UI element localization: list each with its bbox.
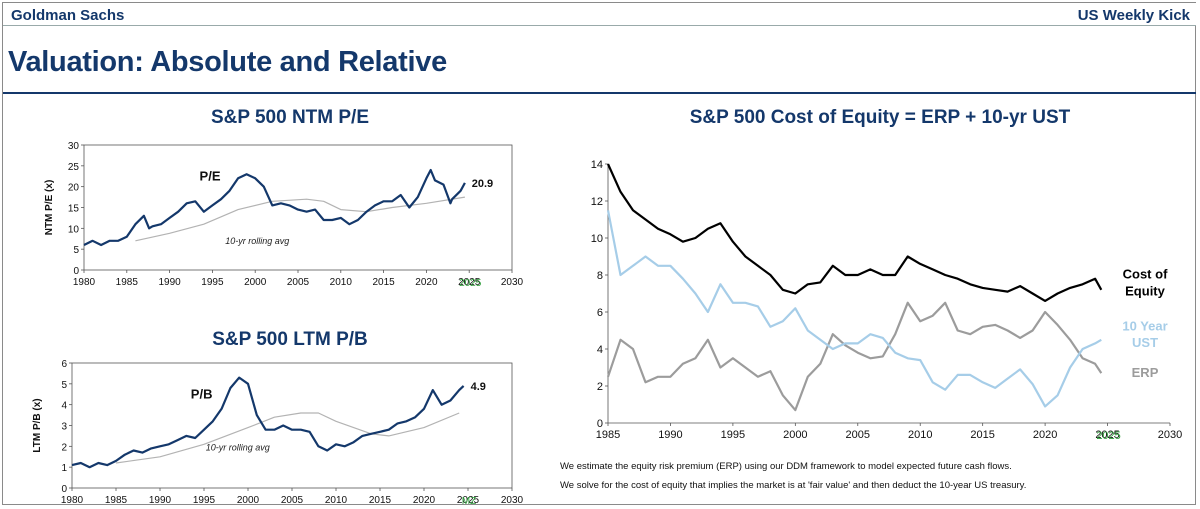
pe-x-tick-label: 1985	[116, 277, 139, 288]
pb-x-tick-label: 2005	[281, 495, 304, 506]
pb-y-tick-label: 5	[61, 380, 67, 391]
coe-series-10-year-ust	[606, 210, 1102, 408]
pb-x-tick-label: 1990	[149, 495, 172, 506]
pb-series-label: P/B	[191, 386, 213, 401]
pe-last-value: 20.9	[472, 178, 493, 190]
coe-y-tick-label: 8	[597, 270, 603, 282]
pb-y-axis-label: LTM P/B (x)	[32, 398, 43, 452]
pe-overlay-tick: 2025	[459, 278, 482, 289]
brand-name: Goldman Sachs	[11, 7, 125, 24]
coe-y-tick-label: 14	[591, 159, 603, 171]
pb-x-tick-label: 2025	[457, 495, 480, 506]
pb-overlay-tick: MZ	[462, 496, 476, 507]
pb-x-tick-label: 2020	[413, 495, 436, 506]
coe-y-tick-label: 2	[597, 381, 603, 393]
pb-x-tick-label: 1995	[193, 495, 216, 506]
coe-x-tick-label: 2030	[1158, 429, 1182, 441]
pe-x-tick-label: 1995	[201, 277, 224, 288]
pe-x-tick-label: 2005	[287, 277, 310, 288]
pb-last-value: 4.9	[471, 381, 486, 393]
pb-y-tick-label: 2	[61, 442, 67, 453]
pe-y-axis-label: NTM P/E (x)	[44, 180, 55, 236]
coe-x-tick-label: 2015	[970, 429, 994, 441]
pe-series-10-yr-rolling-avg	[135, 196, 465, 242]
legend-ust-line2: UST	[1132, 335, 1158, 350]
pb-avg-label: 10-yr rolling avg	[206, 443, 270, 453]
pe-plot-frame	[83, 144, 513, 271]
coe-y-tick-label: 12	[591, 196, 603, 208]
pb-chart-title: S&P 500 LTM P/B	[212, 329, 368, 350]
coe-x-tick-label: 1990	[658, 429, 682, 441]
pe-y-tick-label: 10	[68, 224, 80, 235]
coe-x-tick-label: 2000	[783, 429, 807, 441]
pe-x-tick-label: 2000	[244, 277, 267, 288]
pb-y-tick-label: 0	[61, 484, 67, 495]
pb-y-tick-label: 6	[61, 359, 67, 370]
pb-x-tick-label: 2015	[369, 495, 392, 506]
coe-overlay-tick: 2025	[1096, 430, 1120, 442]
coe-series-cost-of-equity	[606, 163, 1103, 302]
coe-y-tick-label: 4	[597, 344, 603, 356]
legend-erp: ERP	[1132, 365, 1159, 380]
footnote-2: We solve for the cost of equity that imp…	[560, 480, 1027, 491]
pe-y-tick-label: 5	[73, 245, 79, 256]
report-name: US Weekly Kick	[1077, 7, 1190, 24]
pe-x-tick-label: 2015	[372, 277, 395, 288]
legend-ust-line1: 10 Year	[1122, 319, 1167, 334]
pe-chart-title: S&P 500 NTM P/E	[210, 107, 370, 128]
coe-y-tick-label: 10	[591, 233, 603, 245]
pe-y-tick-label: 30	[68, 141, 80, 152]
footnote-1: We estimate the equity risk premium (ERP…	[560, 461, 1012, 472]
coe-x-tick-label: 2005	[846, 429, 870, 441]
coe-x-tick-label: 2010	[908, 429, 932, 441]
pb-y-tick-label: 1	[61, 463, 67, 474]
pb-series-p-b	[71, 376, 465, 469]
legend-coe-line2: Equity	[1125, 283, 1165, 298]
pb-y-tick-label: 4	[61, 401, 67, 412]
pb-plot-frame	[71, 362, 513, 489]
pb-series-10-yr-rolling-avg	[115, 412, 460, 464]
pe-y-tick-label: 0	[73, 266, 79, 277]
pe-x-tick-label: 2010	[330, 277, 353, 288]
pe-x-tick-label: 2020	[415, 277, 438, 288]
pe-x-tick-label: 1980	[73, 277, 96, 288]
pb-x-tick-label: 2000	[237, 495, 260, 506]
coe-x-tick-label: 1995	[721, 429, 745, 441]
header-divider	[3, 25, 1196, 26]
header-bar: Goldman Sachs US Weekly Kick	[3, 3, 1196, 25]
coe-series-erp	[606, 301, 1103, 412]
coe-x-tick-label: 1985	[596, 429, 620, 441]
pe-y-tick-label: 20	[68, 183, 80, 194]
pb-y-tick-label: 3	[61, 422, 67, 433]
pb-x-tick-label: 1985	[105, 495, 128, 506]
coe-x-tick-label: 2020	[1033, 429, 1057, 441]
coe-y-tick-label: 0	[597, 418, 603, 430]
legend-coe-line1: Cost of	[1123, 267, 1168, 282]
coe-y-tick-label: 6	[597, 307, 603, 319]
pe-y-tick-label: 25	[68, 162, 80, 173]
pe-x-tick-label: 2030	[501, 277, 524, 288]
coe-x-tick-label: 2025	[1095, 429, 1119, 441]
pe-y-tick-label: 15	[68, 204, 80, 215]
pe-avg-label: 10-yr rolling avg	[225, 236, 289, 246]
pe-x-tick-label: 1990	[158, 277, 181, 288]
title-rule	[3, 92, 1196, 94]
pe-series-p-e	[83, 168, 466, 247]
pe-series-label: P/E	[200, 168, 221, 183]
page-title: Valuation: Absolute and Relative	[8, 46, 447, 78]
coe-chart-title: S&P 500 Cost of Equity = ERP + 10-yr UST	[689, 107, 1071, 128]
pb-x-tick-label: 2010	[325, 495, 348, 506]
pb-x-tick-label: 2030	[501, 495, 524, 506]
pb-x-tick-label: 1980	[61, 495, 84, 506]
pe-x-tick-label: 2025	[458, 277, 481, 288]
